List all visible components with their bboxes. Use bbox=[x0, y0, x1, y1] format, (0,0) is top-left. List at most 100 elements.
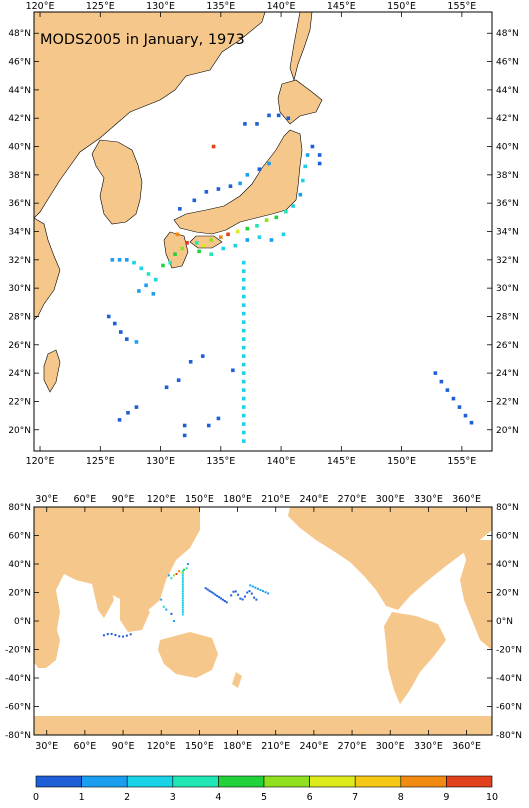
bottom-y-tick-label-right: -60°N bbox=[496, 703, 522, 713]
observation-cell bbox=[204, 190, 209, 194]
observation-cell bbox=[241, 396, 246, 401]
observation-cell bbox=[254, 586, 257, 589]
observation-cell bbox=[139, 266, 144, 271]
observation-cell bbox=[181, 606, 184, 609]
observation-cell bbox=[208, 589, 211, 592]
observation-cell bbox=[204, 587, 207, 590]
observation-cell bbox=[220, 597, 223, 600]
observation-cell bbox=[181, 590, 184, 593]
colorbar-segment bbox=[126, 775, 174, 788]
colorbar-label: 1 bbox=[79, 792, 85, 803]
observation-cell bbox=[137, 289, 141, 293]
top-map-land bbox=[33, 11, 323, 393]
observation-cell bbox=[241, 294, 246, 299]
bottom-y-tick-label-left: -60°N bbox=[5, 703, 31, 713]
observation-cell bbox=[153, 277, 158, 282]
bottom-y-tick-label-left: -20°N bbox=[5, 646, 31, 656]
colorbar-segment bbox=[400, 775, 447, 788]
observation-cell bbox=[241, 422, 246, 426]
observation-cell bbox=[185, 567, 188, 570]
observation-cell bbox=[206, 588, 209, 591]
top-x-tick-label-bottom: 135°E bbox=[206, 456, 235, 467]
observation-cell bbox=[241, 320, 246, 324]
observation-cell bbox=[112, 321, 117, 326]
observation-cell bbox=[209, 238, 213, 242]
observation-cell bbox=[168, 260, 172, 265]
top-y-tick-label-right: 32°N bbox=[496, 256, 519, 266]
top-y-tick-label-left: 28°N bbox=[8, 312, 31, 322]
colorbar-segment bbox=[309, 775, 356, 788]
observation-cell bbox=[445, 388, 450, 392]
colorbar-segment bbox=[446, 775, 493, 788]
bottom-x-tick-label-bottom: 120°E bbox=[147, 741, 176, 752]
top-y-tick-label-right: 34°N bbox=[496, 228, 519, 238]
land-europe-wrap bbox=[460, 540, 492, 650]
observation-cell bbox=[245, 226, 250, 231]
observation-cell bbox=[241, 371, 246, 375]
observation-cell bbox=[212, 592, 215, 595]
observation-cell bbox=[234, 590, 237, 593]
land-sakhalin bbox=[289, 11, 313, 82]
bottom-x-tick-label-top: 300°E bbox=[376, 494, 405, 505]
land-china-coast bbox=[33, 217, 61, 321]
observation-cell bbox=[245, 173, 250, 177]
observation-cell bbox=[181, 595, 184, 598]
observation-cell bbox=[194, 241, 199, 245]
bottom-x-tick-label-top: 180°E bbox=[223, 494, 252, 505]
observation-cell bbox=[284, 209, 288, 214]
observation-cell bbox=[209, 252, 213, 256]
observation-cell bbox=[206, 423, 211, 428]
bottom-y-tick-label-right: 20°N bbox=[496, 589, 519, 599]
observation-cell bbox=[249, 584, 252, 587]
observation-cell bbox=[300, 178, 305, 183]
top-map-observations bbox=[106, 113, 474, 443]
observation-cell bbox=[178, 570, 181, 573]
observation-cell bbox=[161, 263, 165, 268]
top-y-tick-label-right: 30°N bbox=[496, 284, 519, 294]
bottom-y-tick-label-left: 40°N bbox=[8, 560, 31, 570]
observation-cell bbox=[216, 594, 219, 597]
observation-cell bbox=[231, 368, 235, 373]
observation-cell bbox=[239, 597, 242, 600]
top-x-tick-label-top: 120°E bbox=[26, 1, 55, 12]
observation-cell bbox=[451, 396, 456, 401]
land-india bbox=[92, 584, 114, 618]
observation-cell bbox=[259, 588, 262, 591]
observation-cell bbox=[274, 215, 279, 220]
top-y-tick-label-right: 42°N bbox=[496, 114, 519, 124]
observation-cell bbox=[165, 608, 168, 611]
observation-cell bbox=[180, 571, 183, 574]
land-taiwan bbox=[43, 349, 61, 393]
observation-cell bbox=[281, 232, 286, 237]
top-x-tick-label-top: 125°E bbox=[86, 1, 115, 12]
observation-cell bbox=[181, 608, 184, 611]
observation-cell bbox=[188, 359, 193, 364]
observation-cell bbox=[243, 122, 247, 126]
bottom-y-tick-label-right: -80°N bbox=[496, 731, 522, 741]
observation-cell bbox=[255, 598, 258, 601]
land-south-america bbox=[384, 612, 446, 704]
observation-cell bbox=[181, 613, 184, 616]
top-x-tick-label-top: 140°E bbox=[267, 1, 296, 12]
colorbar-label: 4 bbox=[215, 792, 221, 803]
bottom-x-tick-label-top: 210°E bbox=[261, 494, 290, 505]
observation-cell bbox=[253, 596, 256, 599]
top-y-tick-label-left: 36°N bbox=[8, 199, 31, 209]
observation-cell bbox=[185, 241, 189, 245]
observation-cell bbox=[264, 218, 269, 222]
observation-cell bbox=[267, 592, 270, 595]
observation-cell bbox=[175, 572, 178, 575]
colorbar-label: 5 bbox=[261, 792, 267, 803]
observation-cell bbox=[110, 632, 113, 635]
colorbar-label: 7 bbox=[352, 792, 358, 803]
observation-cell bbox=[228, 184, 233, 188]
observation-cell bbox=[102, 634, 105, 637]
observation-cell bbox=[129, 633, 132, 636]
observation-cell bbox=[298, 192, 303, 197]
land-korea bbox=[91, 139, 143, 225]
observation-cell bbox=[181, 611, 184, 614]
observation-cell bbox=[230, 594, 233, 597]
observation-cell bbox=[241, 430, 246, 435]
observation-cell bbox=[214, 593, 217, 596]
bottom-y-tick-label-left: -80°N bbox=[5, 731, 31, 741]
